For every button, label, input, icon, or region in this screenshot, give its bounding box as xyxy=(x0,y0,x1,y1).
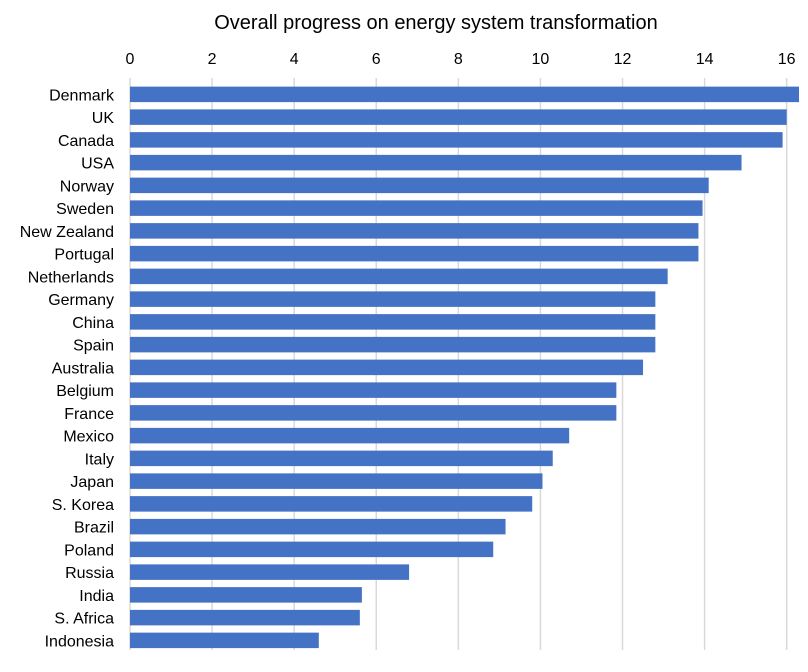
bar xyxy=(130,336,656,353)
x-tick-label: 8 xyxy=(454,51,463,68)
bar xyxy=(130,427,570,444)
x-axis-ticks: 0 2 4 6 8 10 12 14 16 xyxy=(126,51,796,68)
bar xyxy=(130,200,703,216)
category-label: USA xyxy=(81,156,114,173)
category-label: New Zealand xyxy=(20,224,114,241)
category-label: Belgium xyxy=(56,383,114,400)
category-label: India xyxy=(79,588,114,605)
x-tick-label: 4 xyxy=(290,51,299,68)
category-label: Mexico xyxy=(63,429,114,446)
x-tick-label: 6 xyxy=(372,51,381,68)
category-label: Germany xyxy=(48,292,114,309)
category-labels: Denmark UK Canada USA Norway Sweden New Zealan… xyxy=(20,87,115,650)
x-tick-label: 14 xyxy=(696,51,714,68)
category-label: France xyxy=(64,406,114,423)
category-label: Italy xyxy=(85,451,114,468)
bar xyxy=(130,177,709,194)
bars xyxy=(130,86,799,649)
category-label: Canada xyxy=(58,133,114,150)
bar xyxy=(130,587,362,603)
category-label: China xyxy=(72,315,114,332)
bar xyxy=(130,382,617,398)
bar xyxy=(130,450,553,467)
category-label: Netherlands xyxy=(28,269,114,286)
category-label: Sweden xyxy=(56,201,114,218)
bar xyxy=(130,314,656,330)
bar xyxy=(130,268,668,285)
bar xyxy=(130,541,494,558)
category-label: Indonesia xyxy=(45,633,114,650)
category-label: Norway xyxy=(60,178,114,195)
x-tick-label: 12 xyxy=(614,51,632,68)
bar xyxy=(130,609,360,626)
category-label: Spain xyxy=(73,338,114,355)
bar xyxy=(130,86,799,103)
category-label: S. Africa xyxy=(54,611,114,628)
x-tick-label: 10 xyxy=(532,51,550,68)
bar xyxy=(130,632,319,649)
x-tick-label: 16 xyxy=(778,51,796,68)
bar xyxy=(130,496,533,512)
bar xyxy=(130,359,644,376)
category-label: Portugal xyxy=(54,247,114,264)
bar xyxy=(130,132,783,148)
category-label: Japan xyxy=(70,474,114,491)
bar xyxy=(130,223,699,239)
chart-title: Overall progress on energy system transf… xyxy=(214,12,658,34)
bar xyxy=(130,518,506,535)
x-tick-label: 0 xyxy=(126,51,135,68)
bar xyxy=(130,564,410,580)
bar xyxy=(130,291,656,307)
category-label: Denmark xyxy=(49,87,115,104)
x-tick-label: 2 xyxy=(208,51,217,68)
category-label: Russia xyxy=(65,565,114,582)
category-label: Poland xyxy=(64,542,114,559)
category-label: UK xyxy=(92,110,115,127)
category-label: Brazil xyxy=(74,520,114,537)
bar xyxy=(130,405,617,421)
bar xyxy=(130,154,742,171)
bar xyxy=(130,473,543,489)
category-label: Australia xyxy=(52,360,114,377)
bar xyxy=(130,109,787,125)
category-label: S. Korea xyxy=(52,497,114,514)
bar xyxy=(130,245,699,262)
